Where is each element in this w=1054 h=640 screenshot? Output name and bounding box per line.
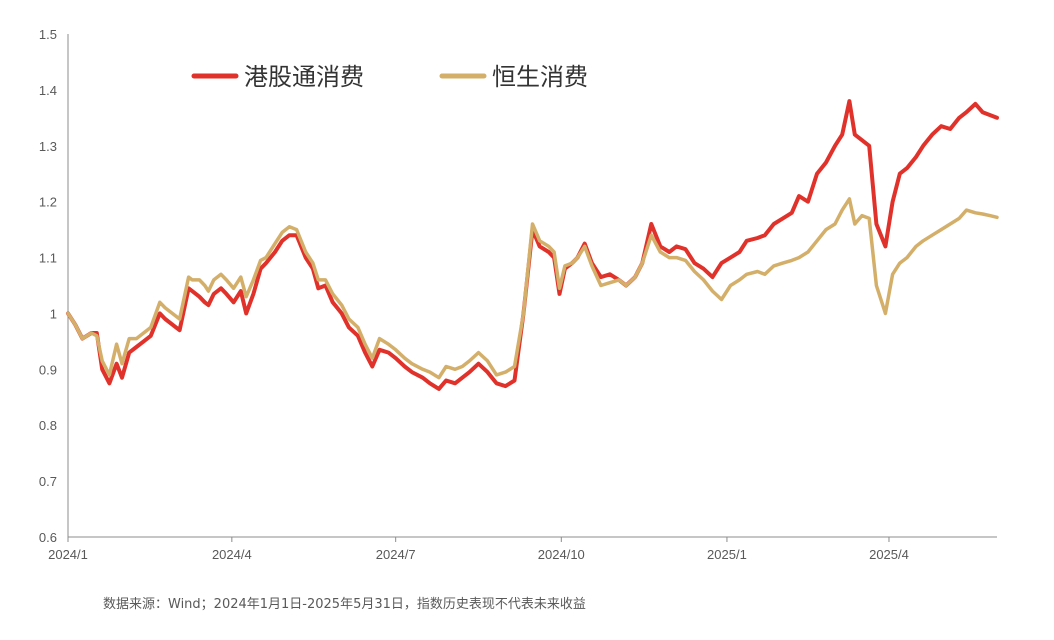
y-tick-label: 1.4	[39, 83, 57, 98]
y-tick-label: 0.6	[39, 530, 57, 545]
x-tick-label: 2025/4	[869, 547, 909, 562]
y-tick-label: 0.9	[39, 362, 57, 377]
chart-series-lines	[66, 99, 999, 391]
x-tick-label: 2024/1	[48, 547, 88, 562]
x-tick-label: 2025/1	[707, 547, 747, 562]
y-tick-label: 1.2	[39, 195, 57, 210]
y-tick-label: 1.1	[39, 251, 57, 266]
y-tick-label: 0.7	[39, 474, 57, 489]
y-tick-label: 1.3	[39, 139, 57, 154]
x-tick-label: 2024/10	[538, 547, 585, 562]
y-tick-label: 1.5	[39, 27, 57, 42]
y-tick-label: 0.8	[39, 418, 57, 433]
chart-legend: 港股通消费 恒生消费	[191, 63, 588, 91]
x-tick-label: 2024/7	[376, 547, 416, 562]
series-line-2	[66, 197, 999, 380]
legend-label-2: 恒生消费	[492, 63, 588, 91]
x-tick-label: 2024/4	[212, 547, 252, 562]
y-tick-label: 1	[50, 306, 57, 321]
series-line-1	[66, 99, 999, 391]
source-note: 数据来源：Wind；2024年1月1日-2025年5月31日，指数历史表现不代表…	[103, 597, 586, 612]
legend-label-1: 港股通消费	[244, 63, 364, 91]
chart-axes: 0.6 0.7 0.8 0.9 1 1.1 1.2 1.3 1.4 1.5 2024/1 2024/4…	[39, 27, 997, 562]
